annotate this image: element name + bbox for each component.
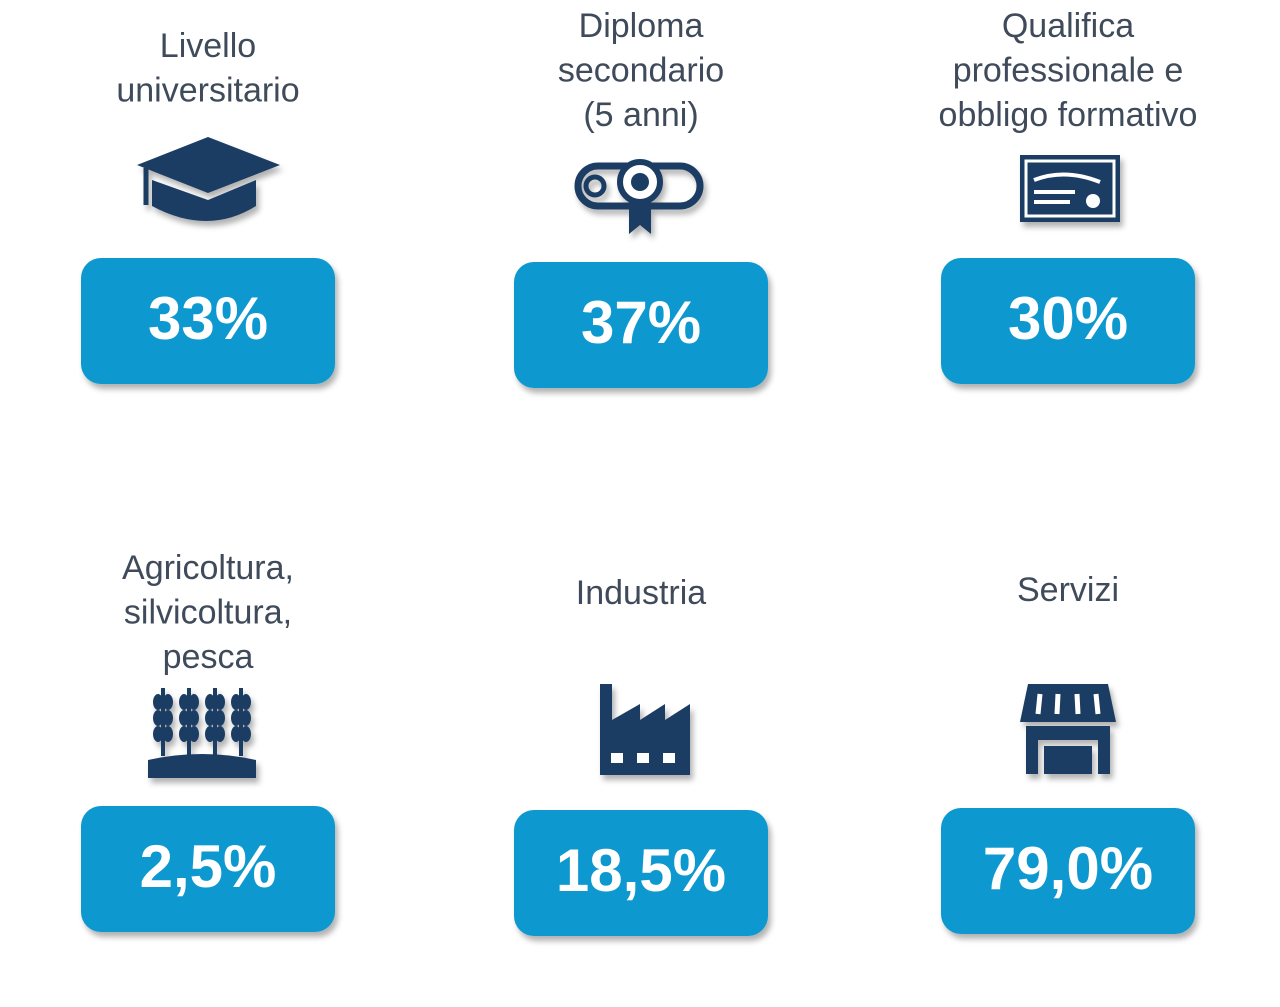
icon-shape xyxy=(163,710,173,726)
tile-label: Livello xyxy=(160,27,256,65)
icon-shape xyxy=(1026,726,1110,774)
tile-label: universitario xyxy=(116,71,299,109)
value-text: 30% xyxy=(1008,285,1128,352)
tile-label: Agricoltura, xyxy=(122,549,294,587)
tile-label: (5 anni) xyxy=(583,96,698,134)
icon-shape xyxy=(611,753,623,763)
icon-shape xyxy=(637,753,649,763)
value-box xyxy=(941,808,1195,934)
icon-shape xyxy=(1033,172,1101,184)
icon-shape xyxy=(229,686,253,758)
icon-shape xyxy=(148,754,256,778)
icon-shape xyxy=(631,173,649,191)
icon-shape xyxy=(153,694,163,710)
value-box xyxy=(81,258,335,384)
tile-label: Industria xyxy=(576,574,706,612)
tile-label: silvicoltura, xyxy=(124,593,292,631)
value-box xyxy=(514,262,768,388)
wheat-icon xyxy=(148,686,256,778)
icon-shape xyxy=(1044,746,1092,774)
value-text: 18,5% xyxy=(556,837,726,904)
certificate-icon xyxy=(1020,155,1120,222)
icon-shape xyxy=(1020,155,1120,222)
icon-shape xyxy=(203,686,227,758)
value-text: 37% xyxy=(581,289,701,356)
value-text: 79,0% xyxy=(983,835,1153,902)
tile-label: secondario xyxy=(558,51,724,89)
diploma-icon xyxy=(574,159,704,234)
icon-shape xyxy=(629,195,651,234)
value-box xyxy=(514,810,768,936)
icon-shape xyxy=(1024,159,1116,218)
factory-icon xyxy=(600,684,690,775)
value-text: 33% xyxy=(148,285,268,352)
icon-shape xyxy=(583,174,607,198)
tile-label: Diploma xyxy=(579,7,704,45)
tile-label: professionale e xyxy=(953,51,1184,89)
icon-shape xyxy=(1086,194,1100,208)
icon-shape xyxy=(163,726,173,742)
icon-shape xyxy=(600,684,690,775)
value-text: 2,5% xyxy=(140,833,277,900)
icon-shape xyxy=(153,688,173,756)
tile-label: Servizi xyxy=(1017,571,1119,609)
value-box xyxy=(81,806,335,932)
tile-label: obbligo formativo xyxy=(939,96,1198,134)
icon-shape xyxy=(1020,684,1116,722)
value-box xyxy=(941,258,1195,384)
icon-shape xyxy=(663,753,675,763)
icon-shape xyxy=(153,726,163,742)
icon-shape xyxy=(1035,693,1101,715)
graduation-cap-icon xyxy=(137,137,280,221)
tile-label: pesca xyxy=(163,638,254,676)
shop-icon xyxy=(1020,684,1116,774)
icon-shape xyxy=(137,137,280,193)
icon-shape xyxy=(152,180,256,221)
tile-label: Qualifica xyxy=(1002,7,1134,45)
icon-shape xyxy=(177,686,201,758)
icon-shape xyxy=(153,710,163,726)
icon-shape xyxy=(163,694,173,710)
